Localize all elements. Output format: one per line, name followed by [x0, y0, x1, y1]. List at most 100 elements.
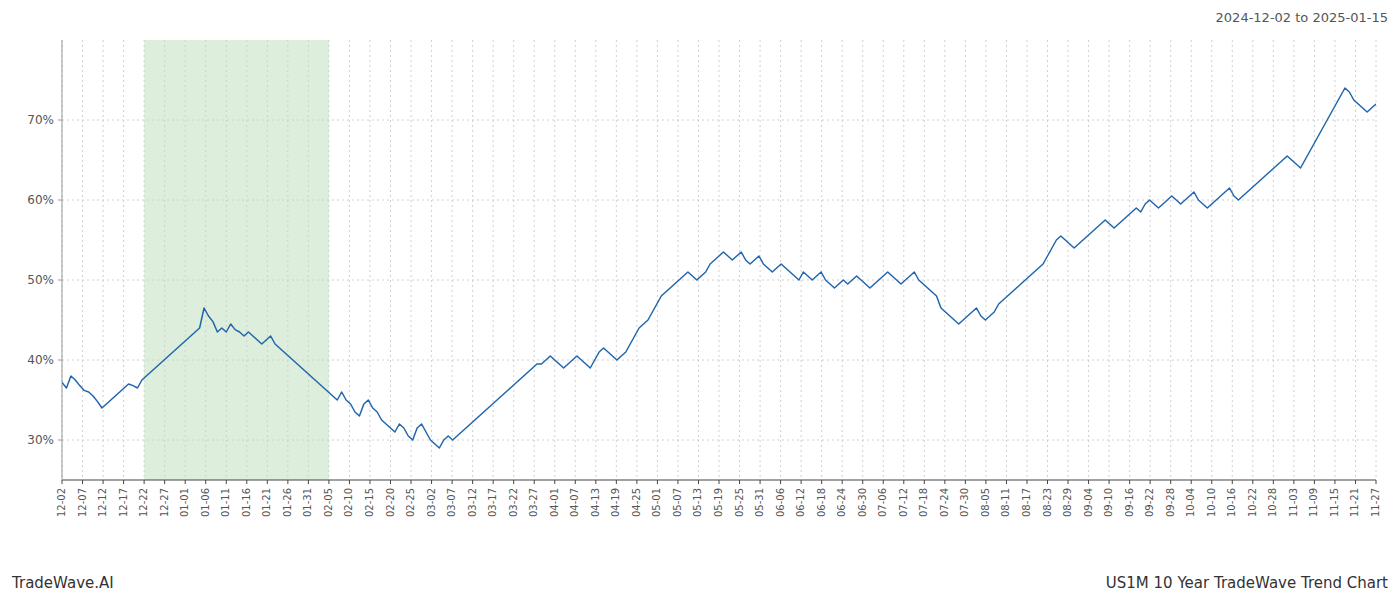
grid-line-x [185, 40, 186, 480]
grid-line-x [1109, 40, 1110, 480]
x-tick-label: 09-04 [1083, 488, 1094, 517]
grid-line-x [328, 40, 329, 480]
grid-line-x [842, 40, 843, 480]
x-tick-label: 04-01 [549, 488, 560, 517]
grid-line-x [411, 40, 412, 480]
grid-line-x [554, 40, 555, 480]
x-tick [513, 480, 514, 484]
grid-line-x [862, 40, 863, 480]
x-tick [1314, 480, 1315, 484]
grid-line-x [123, 40, 124, 480]
x-tick [1273, 480, 1274, 484]
grid-line-x [1129, 40, 1130, 480]
x-tick [842, 480, 843, 484]
x-tick-label: 10-16 [1226, 488, 1237, 517]
x-tick-label: 04-13 [590, 488, 601, 517]
x-tick [123, 480, 124, 484]
grid-line-x [1068, 40, 1069, 480]
y-tick-label: 60% [27, 193, 54, 207]
x-tick-label: 08-23 [1042, 488, 1053, 517]
y-tick [58, 280, 62, 281]
x-tick-label: 04-25 [631, 488, 642, 517]
x-tick [308, 480, 309, 484]
x-tick [369, 480, 370, 484]
grid-line-x [308, 40, 309, 480]
x-tick-label: 01-11 [220, 488, 231, 517]
x-tick [328, 480, 329, 484]
grid-line-x [636, 40, 637, 480]
grid-line-x [616, 40, 617, 480]
x-tick-label: 12-07 [77, 488, 88, 517]
x-tick [1334, 480, 1335, 484]
x-tick [554, 480, 555, 484]
x-tick [390, 480, 391, 484]
x-tick-label: 07-30 [959, 488, 970, 517]
x-tick-label: 06-30 [857, 488, 868, 517]
grid-line-x [883, 40, 884, 480]
x-tick-label: 05-19 [713, 488, 724, 517]
x-tick [924, 480, 925, 484]
grid-line-x [1232, 40, 1233, 480]
grid-line-x [1191, 40, 1192, 480]
x-tick-label: 09-16 [1124, 488, 1135, 517]
x-tick [82, 480, 83, 484]
x-tick-label: 08-29 [1062, 488, 1073, 517]
x-tick-label: 05-07 [672, 488, 683, 517]
x-tick [677, 480, 678, 484]
x-tick-label: 10-28 [1267, 488, 1278, 517]
x-tick-label: 10-10 [1206, 488, 1217, 517]
grid-line-x [431, 40, 432, 480]
grid-line-x [1314, 40, 1315, 480]
x-tick [144, 480, 145, 484]
grid-line-x [205, 40, 206, 480]
grid [62, 40, 1376, 480]
grid-line-x [1273, 40, 1274, 480]
grid-line-x [575, 40, 576, 480]
x-tick [267, 480, 268, 484]
title: 2024-12-02 to 2025-01-15 [1216, 10, 1388, 25]
y-tick [58, 200, 62, 201]
x-tick-label: 11-27 [1370, 488, 1381, 517]
x-tick-label: 10-22 [1247, 488, 1258, 517]
grid-line-x [1150, 40, 1151, 480]
x-tick-label: 01-21 [261, 488, 272, 517]
grid-line-x [390, 40, 391, 480]
x-tick-label: 05-01 [651, 488, 662, 517]
x-tick [205, 480, 206, 484]
x-tick [1047, 480, 1048, 484]
grid-line-x [1088, 40, 1089, 480]
x-tick-label: 03-22 [508, 488, 519, 517]
x-tick-label: 11-09 [1308, 488, 1319, 517]
footer-right: US1M 10 Year TradeWave Trend Chart [1106, 574, 1388, 592]
x-tick-label: 04-07 [569, 488, 580, 517]
highlight-band [144, 40, 329, 480]
grid-line-x [534, 40, 535, 480]
x-tick [657, 480, 658, 484]
x-tick [636, 480, 637, 484]
chart: 30%40%50%60%70%12-0212-0712-1212-1712-22… [0, 0, 1400, 600]
x-tick [1376, 480, 1377, 484]
x-tick [411, 480, 412, 484]
y-tick-label: 30% [27, 433, 54, 447]
grid-line-x [985, 40, 986, 480]
y-tick-label: 70% [27, 113, 54, 127]
x-tick-label: 03-07 [446, 488, 457, 517]
grid-line-x [821, 40, 822, 480]
x-tick-label: 02-05 [323, 488, 334, 517]
x-tick [103, 480, 104, 484]
x-tick-label: 02-20 [385, 488, 396, 517]
x-tick [575, 480, 576, 484]
grid-line-x [965, 40, 966, 480]
x-tick-label: 09-22 [1144, 488, 1155, 517]
grid-line-x [164, 40, 165, 480]
x-tick [760, 480, 761, 484]
y-tick-label: 40% [27, 353, 54, 367]
x-tick [903, 480, 904, 484]
grid-line-x [1006, 40, 1007, 480]
x-tick [801, 480, 802, 484]
grid-line-x [1293, 40, 1294, 480]
x-tick-label: 12-27 [159, 488, 170, 517]
x-tick-label: 05-25 [734, 488, 745, 517]
grid-line-x [698, 40, 699, 480]
grid-line-x [1047, 40, 1048, 480]
